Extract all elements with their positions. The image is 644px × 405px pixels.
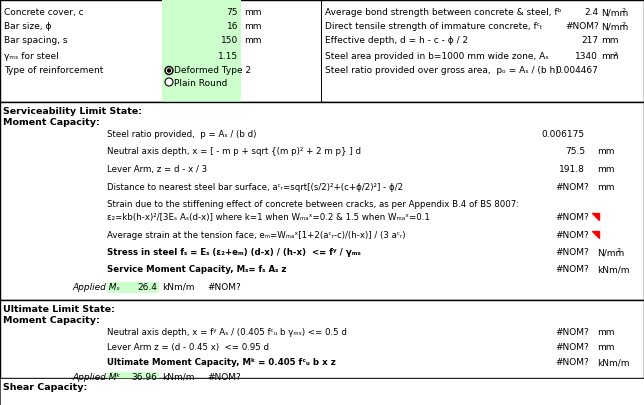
Text: Shear Capacity:: Shear Capacity: [3, 383, 87, 392]
Text: 75.5: 75.5 [565, 147, 585, 156]
Bar [162, 0, 241, 102]
Text: 217: 217 [581, 36, 598, 45]
Text: 1340: 1340 [575, 52, 598, 61]
Bar [0, 102, 644, 300]
Text: Strain due to the stiffening effect of concrete between cracks, as per Appendix : Strain due to the stiffening effect of c… [107, 200, 519, 209]
Text: #NOM?: #NOM? [555, 358, 589, 367]
Text: #NOM?: #NOM? [555, 183, 589, 192]
Text: 26.4: 26.4 [137, 283, 157, 292]
Text: mm: mm [597, 343, 614, 352]
Text: 191.8: 191.8 [559, 165, 585, 174]
Text: 2.4: 2.4 [584, 8, 598, 17]
Text: mm: mm [601, 36, 618, 45]
Text: Lever Arm, z = d - x / 3: Lever Arm, z = d - x / 3 [107, 165, 207, 174]
Text: #NOM?: #NOM? [207, 283, 241, 292]
Text: Moment Capacity:: Moment Capacity: [3, 118, 100, 127]
Text: Applied Mₛ: Applied Mₛ [72, 283, 120, 292]
Text: Average strain at the tension face, eₘ=Wₘₐˣ[1+2(aᶜᵣ-c)/(h-x)] / (3 aᶜᵣ): Average strain at the tension face, eₘ=W… [107, 230, 406, 239]
Text: 1.15: 1.15 [218, 52, 238, 61]
Text: Moment Capacity:: Moment Capacity: [3, 316, 100, 325]
Text: kNm/m: kNm/m [162, 373, 194, 382]
Polygon shape [592, 213, 599, 220]
Bar [107, 372, 159, 383]
Text: #NOM?: #NOM? [555, 266, 589, 275]
Text: #NOM?: #NOM? [555, 230, 589, 239]
Text: #NOM?: #NOM? [555, 328, 589, 337]
Text: 16: 16 [227, 22, 238, 31]
Text: 2: 2 [622, 8, 626, 13]
Text: #NOM?: #NOM? [555, 248, 589, 257]
Bar [107, 282, 159, 293]
Text: #NOM?: #NOM? [565, 22, 599, 31]
Text: N/mm: N/mm [601, 22, 629, 31]
Text: Neutral axis depth, x = [ - m p + sqrt {(m p)² + 2 m p} ] d: Neutral axis depth, x = [ - m p + sqrt {… [107, 147, 361, 156]
Text: Applied Mᵏ: Applied Mᵏ [72, 373, 120, 382]
Text: Lever Arm z = (d - 0.45 x)  <= 0.95 d: Lever Arm z = (d - 0.45 x) <= 0.95 d [107, 343, 269, 352]
Text: #NOM?: #NOM? [555, 213, 589, 222]
Text: N/mm: N/mm [601, 8, 629, 17]
Text: Ultimate Limit State:: Ultimate Limit State: [3, 305, 115, 314]
Text: 2: 2 [614, 51, 618, 57]
Text: ε₂=kb(h-x)²/[3Eₛ Aₛ(d-x)] where k=1 when Wₘₐˣ=0.2 & 1.5 when Wₘₐˣ=0.1: ε₂=kb(h-x)²/[3Eₛ Aₛ(d-x)] where k=1 when… [107, 213, 430, 222]
Text: Type of reinforcement: Type of reinforcement [4, 66, 104, 75]
Circle shape [165, 78, 173, 86]
Text: Steel area provided in b=1000 mm wide zone, Aₛ: Steel area provided in b=1000 mm wide zo… [325, 52, 549, 61]
Polygon shape [592, 230, 599, 237]
Text: mm: mm [244, 8, 261, 17]
Circle shape [167, 69, 171, 72]
Text: #NOM?: #NOM? [207, 373, 241, 382]
Text: Deformed Type 2: Deformed Type 2 [174, 66, 251, 75]
Text: Effective depth, d = h - c - ϕ / 2: Effective depth, d = h - c - ϕ / 2 [325, 36, 468, 45]
Text: mm: mm [597, 147, 614, 156]
Circle shape [165, 66, 173, 75]
Bar [0, 0, 644, 102]
Text: Bar size, ϕ: Bar size, ϕ [4, 22, 52, 31]
Text: mm: mm [597, 183, 614, 192]
Text: mm: mm [244, 22, 261, 31]
Text: #NOM?: #NOM? [555, 343, 589, 352]
Text: Steel ratio provided,  p = Aₛ / (b d): Steel ratio provided, p = Aₛ / (b d) [107, 130, 256, 139]
Text: 0.006175: 0.006175 [542, 130, 585, 139]
Bar [0, 378, 644, 405]
Text: 0.004467: 0.004467 [555, 66, 598, 75]
Text: Average bond strength between concrete & steel, fᵇ: Average bond strength between concrete &… [325, 8, 562, 17]
Text: 2: 2 [622, 21, 626, 26]
Text: Neutral axis depth, x = fʸ Aₛ / (0.405 fᶜᵤ b γₘₛ) <= 0.5 d: Neutral axis depth, x = fʸ Aₛ / (0.405 f… [107, 328, 347, 337]
Text: 2: 2 [617, 247, 621, 252]
Text: kNm/m: kNm/m [597, 358, 629, 367]
Text: Service Moment Capacity, Mₛ= fₛ Aₛ z: Service Moment Capacity, Mₛ= fₛ Aₛ z [107, 266, 287, 275]
Text: Bar spacing, s: Bar spacing, s [4, 36, 68, 45]
Text: Concrete cover, c: Concrete cover, c [4, 8, 84, 17]
Bar [0, 300, 644, 378]
Text: 150: 150 [221, 36, 238, 45]
Text: Plain Round: Plain Round [174, 79, 227, 88]
Text: 36.96: 36.96 [131, 373, 157, 382]
Text: Steel ratio provided over gross area,  pₒ = Aₛ / (b h): Steel ratio provided over gross area, pₒ… [325, 66, 559, 75]
Circle shape [167, 68, 171, 73]
Text: Ultimate Moment Capacity, Mᵏ = 0.405 fᶜᵤ b x z: Ultimate Moment Capacity, Mᵏ = 0.405 fᶜᵤ… [107, 358, 336, 367]
Text: mm: mm [597, 328, 614, 337]
Text: Distance to nearest steel bar surface, aᶜᵣ=sqrt[(s/2)²+(c+ϕ/2)²] - ϕ/2: Distance to nearest steel bar surface, a… [107, 183, 403, 192]
Text: Serviceability Limit State:: Serviceability Limit State: [3, 107, 142, 116]
Text: mm: mm [244, 36, 261, 45]
Text: kNm/m: kNm/m [597, 266, 629, 275]
Text: Direct tensile strength of immature concrete, fᶜₜ: Direct tensile strength of immature conc… [325, 22, 543, 31]
Text: kNm/m: kNm/m [162, 283, 194, 292]
Text: mm: mm [601, 52, 618, 61]
Text: Stress in steel fₛ = Eₛ (ε₂+eₘ) (d-x) / (h-x)  <= fʸ / γₘₛ: Stress in steel fₛ = Eₛ (ε₂+eₘ) (d-x) / … [107, 248, 361, 257]
Text: 75: 75 [227, 8, 238, 17]
Text: mm: mm [597, 165, 614, 174]
Text: γₘₛ for steel: γₘₛ for steel [4, 52, 59, 61]
Text: N/mm: N/mm [597, 248, 624, 257]
